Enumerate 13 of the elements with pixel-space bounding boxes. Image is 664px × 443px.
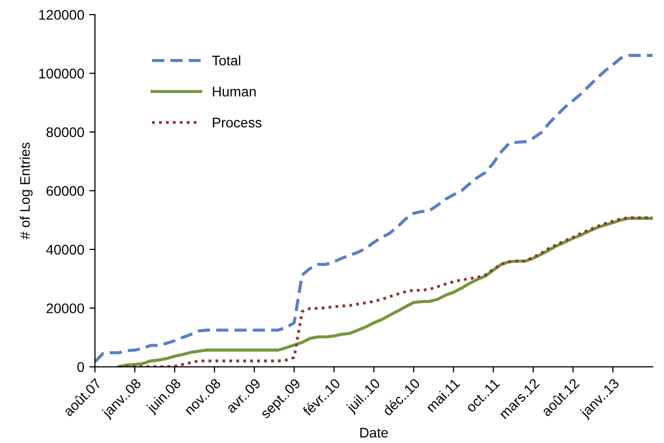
y-axis-title: # of Log Entries	[20, 142, 33, 240]
y-tick-label: 20000	[46, 303, 84, 314]
line-series	[94, 54, 653, 364]
y-tick-label: 40000	[46, 244, 84, 255]
y-tick-label: 80000	[46, 127, 84, 138]
y-tick-label: 120000	[39, 10, 84, 20]
legend-label: Process	[212, 118, 262, 128]
y-tick-label: 0	[77, 362, 84, 372]
legend-label: Total	[212, 55, 240, 66]
y-tick-label: 100000	[39, 68, 84, 78]
x-axis-title: Date	[360, 428, 388, 438]
y-tick-label: 60000	[46, 186, 84, 196]
legend-label: Human	[212, 86, 256, 96]
